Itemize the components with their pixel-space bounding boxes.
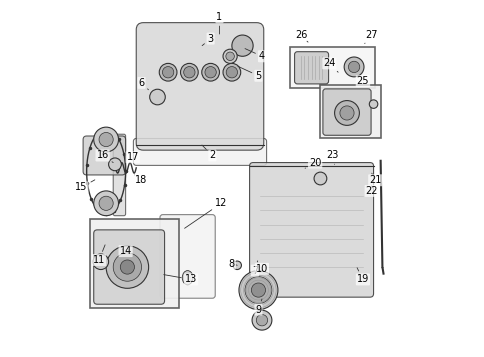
- Text: 10: 10: [256, 264, 268, 274]
- Circle shape: [244, 277, 272, 303]
- FancyBboxPatch shape: [322, 89, 370, 135]
- Text: 6: 6: [138, 78, 148, 90]
- Text: 27: 27: [364, 30, 377, 44]
- FancyBboxPatch shape: [320, 85, 380, 138]
- Text: 21: 21: [368, 173, 381, 185]
- Circle shape: [159, 64, 177, 81]
- Text: 13: 13: [164, 275, 197, 285]
- Circle shape: [314, 172, 326, 185]
- Circle shape: [180, 64, 198, 81]
- Text: 14: 14: [119, 246, 132, 256]
- Circle shape: [93, 254, 108, 270]
- Text: 3: 3: [202, 34, 213, 46]
- Circle shape: [201, 64, 219, 81]
- Text: 22: 22: [365, 186, 377, 196]
- FancyBboxPatch shape: [294, 52, 328, 84]
- Circle shape: [162, 66, 173, 78]
- FancyBboxPatch shape: [90, 219, 179, 308]
- Circle shape: [226, 52, 234, 61]
- Text: 4: 4: [244, 49, 264, 61]
- Circle shape: [99, 132, 113, 147]
- Circle shape: [334, 101, 359, 125]
- Text: 15: 15: [75, 180, 95, 192]
- Circle shape: [113, 253, 141, 281]
- Text: 12: 12: [184, 198, 227, 228]
- Text: 26: 26: [294, 30, 307, 42]
- FancyBboxPatch shape: [93, 230, 164, 304]
- Text: 23: 23: [326, 151, 338, 164]
- Circle shape: [93, 127, 118, 152]
- Text: 24: 24: [322, 59, 337, 72]
- Text: 20: 20: [304, 157, 320, 168]
- Circle shape: [344, 57, 363, 77]
- Circle shape: [256, 315, 267, 326]
- Circle shape: [99, 196, 113, 210]
- Circle shape: [223, 64, 240, 81]
- Circle shape: [239, 271, 277, 310]
- Circle shape: [231, 35, 253, 56]
- Circle shape: [251, 283, 265, 297]
- Text: 7: 7: [251, 261, 257, 276]
- Text: 25: 25: [356, 76, 368, 86]
- FancyBboxPatch shape: [83, 136, 125, 175]
- Text: 8: 8: [228, 258, 237, 268]
- Text: 2: 2: [201, 145, 215, 161]
- Text: 17: 17: [126, 152, 138, 162]
- FancyBboxPatch shape: [249, 162, 373, 297]
- FancyBboxPatch shape: [160, 215, 215, 298]
- Circle shape: [108, 158, 121, 171]
- Text: 18: 18: [134, 175, 147, 185]
- Circle shape: [106, 246, 148, 288]
- Circle shape: [183, 66, 195, 78]
- Text: 16: 16: [96, 151, 113, 162]
- Text: 19: 19: [356, 268, 368, 285]
- Circle shape: [252, 310, 272, 330]
- FancyBboxPatch shape: [133, 139, 266, 165]
- Circle shape: [368, 100, 377, 109]
- Circle shape: [339, 106, 353, 120]
- Circle shape: [120, 260, 134, 274]
- Circle shape: [232, 261, 241, 270]
- FancyBboxPatch shape: [290, 47, 375, 88]
- Circle shape: [226, 66, 237, 78]
- Text: 5: 5: [238, 66, 261, 81]
- Circle shape: [150, 89, 165, 105]
- Ellipse shape: [182, 271, 193, 285]
- Circle shape: [348, 61, 359, 72]
- Text: 11: 11: [93, 245, 105, 265]
- Text: 1: 1: [216, 12, 222, 34]
- FancyBboxPatch shape: [113, 134, 125, 216]
- FancyBboxPatch shape: [136, 22, 263, 150]
- Circle shape: [93, 191, 118, 216]
- Circle shape: [205, 66, 216, 78]
- Text: 9: 9: [255, 299, 261, 315]
- Circle shape: [223, 49, 237, 64]
